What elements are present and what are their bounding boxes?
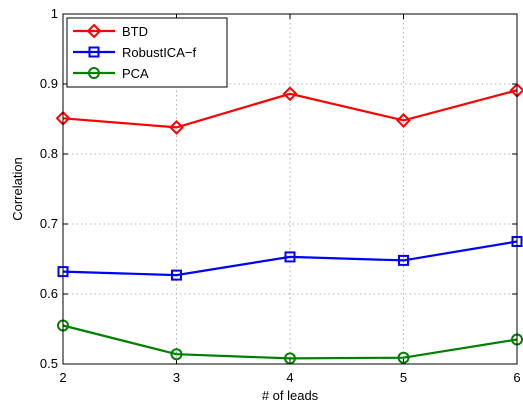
data-point-pca	[397, 351, 410, 364]
plot-area-border	[62, 13, 518, 365]
legend-label-pca: PCA	[122, 66, 149, 81]
legend: BTD RobustICA−f PCA	[66, 17, 228, 88]
data-point-btd	[282, 86, 298, 102]
x-axis-label: # of leads	[262, 388, 319, 403]
data-point-btd	[396, 112, 411, 128]
data-point-btd	[169, 119, 184, 135]
x-tick-label: 5	[400, 370, 407, 385]
y-tick-label: 0.9	[40, 76, 58, 91]
legend-marker-btd	[86, 23, 102, 39]
data-point-robustica-f	[398, 254, 409, 266]
legend-marker-robustica-f	[88, 46, 100, 58]
grid-lines	[63, 14, 517, 364]
series-line-btd	[62, 89, 518, 129]
x-tick-label: 4	[286, 370, 293, 385]
series-line-pca	[62, 324, 518, 360]
y-tick-label: 0.6	[40, 286, 58, 301]
y-axis-label: Correlation	[10, 157, 25, 221]
y-tick-label: 0.5	[40, 356, 58, 371]
data-point-pca	[284, 352, 296, 365]
y-tick-label: 0.7	[40, 216, 58, 231]
x-tick-label: 2	[59, 370, 66, 385]
legend-marker-pca	[88, 67, 100, 79]
data-point-robustica-f	[171, 269, 182, 281]
data-point-robustica-f	[284, 251, 296, 263]
legend-label-btd: BTD	[122, 24, 148, 39]
legend-label-robustica-f: RobustICA−f	[122, 45, 196, 60]
series-line-robustica-f	[62, 240, 518, 277]
x-tick-label: 6	[513, 370, 520, 385]
y-tick-label: 1	[51, 6, 58, 21]
data-point-pca	[170, 348, 183, 361]
x-tick-label: 3	[173, 370, 180, 385]
y-tick-label: 0.8	[40, 146, 58, 161]
